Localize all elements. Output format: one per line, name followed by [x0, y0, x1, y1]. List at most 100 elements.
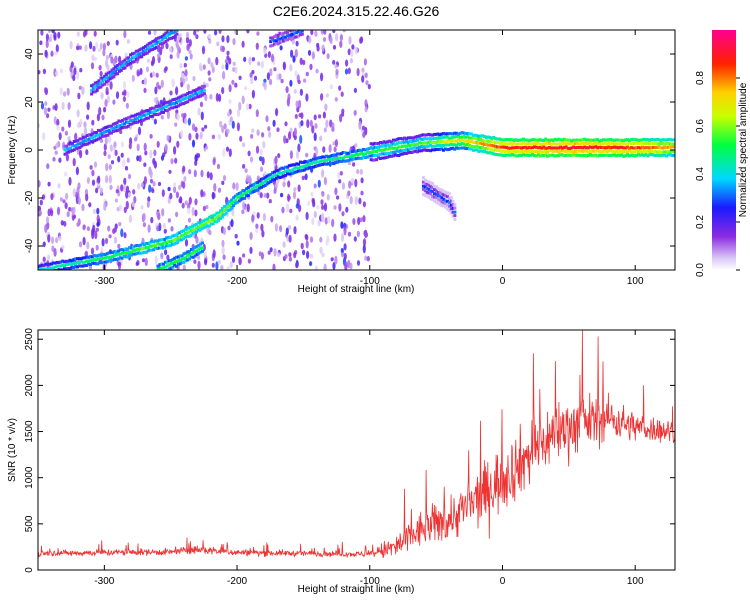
track-cell [116, 249, 120, 253]
noise-dot [164, 66, 168, 71]
track-cell [92, 254, 96, 258]
track-cell [427, 187, 431, 191]
noise-dot [76, 31, 80, 37]
track-cell [110, 68, 114, 72]
track-cell [570, 150, 574, 154]
track-cell [167, 259, 171, 263]
track-cell [429, 185, 433, 189]
noise-dot [332, 262, 336, 270]
track-cell [109, 250, 113, 254]
track-cell [401, 137, 405, 141]
track-cell [462, 138, 466, 142]
track-cell [165, 100, 169, 104]
track-cell [590, 149, 594, 153]
noise-dot [335, 68, 339, 76]
track-cell [501, 142, 505, 146]
track-cell [174, 237, 178, 241]
track-cell [347, 159, 351, 162]
track-cell [312, 165, 315, 169]
noise-dot [341, 211, 345, 217]
track-cell [170, 234, 174, 238]
track-cell [518, 142, 522, 146]
track-cell [317, 160, 321, 164]
track-cell [508, 150, 512, 154]
noise-dot [56, 118, 60, 127]
track-cell [149, 44, 153, 48]
noise-dot [280, 78, 284, 84]
track-cell [124, 251, 128, 254]
track-cell [113, 257, 117, 261]
track-cell [163, 240, 167, 244]
noise-dot [53, 116, 57, 125]
track-cell [616, 150, 620, 154]
noise-dot [127, 192, 132, 197]
track-cell [338, 156, 341, 160]
track-cell [618, 149, 622, 153]
track-cell [219, 209, 223, 213]
noise-dot [289, 150, 293, 160]
track-cell [123, 125, 126, 129]
spectrogram-y-axis-label: Frequency (Hz) [7, 116, 18, 185]
track-cell [261, 177, 265, 181]
track-cell [446, 191, 449, 195]
track-cell [154, 113, 158, 116]
track-cell [121, 118, 125, 122]
track-cell [280, 39, 284, 43]
track-cell [70, 266, 74, 269]
noise-dot [333, 146, 337, 153]
noise-dot [342, 30, 346, 33]
track-cell [653, 138, 657, 142]
track-cell [98, 260, 102, 264]
noise-dot [356, 169, 360, 175]
track-cell [252, 186, 256, 190]
noise-dot [53, 35, 57, 41]
track-cell [378, 144, 382, 148]
track-cell [165, 109, 169, 113]
track-cell [444, 190, 448, 194]
track-cell [579, 154, 583, 158]
noise-dot [253, 75, 258, 81]
noise-dot [288, 234, 292, 243]
track-cell [217, 211, 221, 215]
track-cell [648, 142, 652, 146]
track-cell [195, 252, 199, 256]
noise-dot [58, 132, 62, 141]
noise-dot [77, 92, 81, 100]
track-cell [495, 148, 499, 152]
track-cell [191, 251, 195, 255]
noise-dot [79, 149, 83, 159]
noise-dot [153, 30, 157, 36]
track-cell [455, 131, 458, 135]
track-cell [282, 39, 286, 43]
track-cell [455, 146, 458, 150]
noise-dot [157, 85, 162, 90]
noise-dot [76, 70, 80, 80]
noise-dot [207, 70, 211, 76]
track-cell [167, 235, 171, 239]
noise-dot [292, 55, 296, 63]
track-cell [599, 150, 603, 154]
track-cell [564, 153, 568, 157]
track-cell [414, 139, 418, 143]
noise-dot [170, 226, 174, 232]
track-cell [382, 152, 386, 156]
noise-dot [311, 51, 315, 60]
track-cell [159, 238, 163, 242]
noise-dot [273, 248, 277, 257]
track-cell [110, 124, 113, 128]
noise-dot [91, 119, 95, 126]
track-cell [67, 150, 71, 154]
track-cell [471, 136, 475, 140]
track-cell [91, 83, 95, 87]
noise-dot [120, 141, 124, 148]
track-cell [182, 93, 186, 97]
noise-dot [84, 44, 88, 52]
track-cell [453, 218, 457, 221]
track-cell [566, 138, 570, 142]
noise-dot [305, 71, 309, 77]
track-cell [631, 146, 635, 150]
noise-dot [104, 137, 108, 146]
track-cell [165, 244, 169, 248]
noise-dot [361, 67, 365, 73]
noise-dot [330, 257, 334, 262]
